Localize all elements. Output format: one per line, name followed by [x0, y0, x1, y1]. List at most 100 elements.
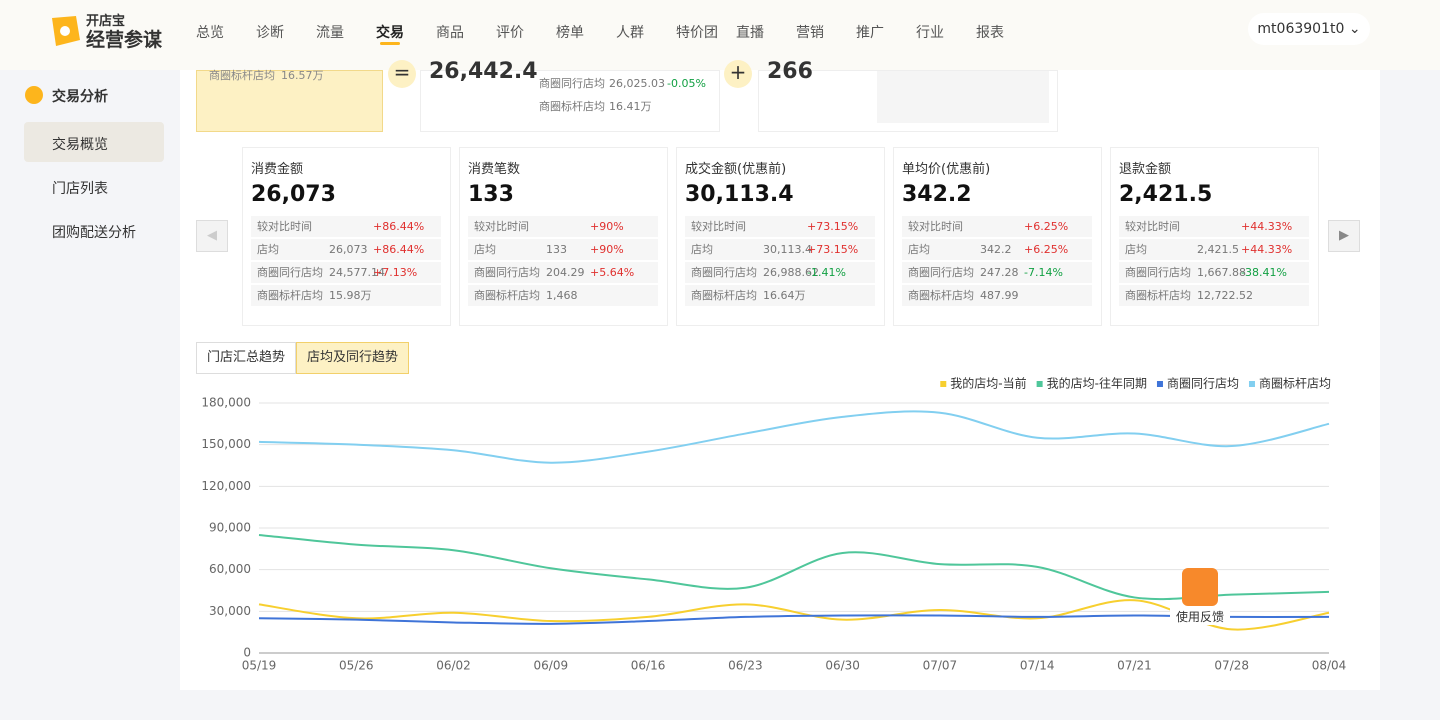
legend-label: 商圈同行店均 [1167, 376, 1239, 391]
metric-row: 店均 30,113.4 +73.15% [685, 239, 875, 260]
row-label: 较对比时间 [1125, 220, 1180, 233]
row-change: +86.44% [373, 220, 425, 233]
series-line [258, 410, 1330, 464]
tab[interactable]: 店均及同行趋势 [296, 342, 410, 374]
metric-row: 较对比时间 +44.33% [1119, 216, 1309, 237]
row-label: 较对比时间 [257, 220, 312, 233]
nav-item[interactable]: 榜单 [556, 25, 584, 41]
nav-item[interactable]: 流量 [316, 25, 344, 41]
user-name: mt063901t0 [1257, 21, 1345, 37]
nav-item[interactable]: 人群 [616, 25, 644, 41]
x-tick-label: 07/21 [1117, 659, 1152, 673]
metric-row: 商圈同行店均 247.28 -7.14% [902, 262, 1092, 283]
nav-active-indicator [380, 42, 400, 45]
sidebar-group[interactable]: 交易分析 [52, 89, 108, 105]
row-change: -7.14% [1024, 266, 1063, 279]
metric-row: 商圈标杆店均 15.98万 [251, 285, 441, 306]
row-change: +73.15% [807, 243, 859, 256]
row-value: 247.28 [980, 266, 1019, 279]
nav-item[interactable]: 诊断 [256, 25, 284, 41]
row-label: 较对比时间 [691, 220, 746, 233]
row-label: 店均 [691, 243, 713, 256]
x-tick-label: 07/14 [1020, 659, 1055, 673]
value: 266 [767, 59, 813, 84]
nav-item[interactable]: 报表 [976, 25, 1004, 41]
row-value: 16.64万 [763, 289, 806, 302]
row-label: 商圈同行店均 [474, 266, 540, 279]
row-label: 商圈同行店均 [691, 266, 757, 279]
sidebar-item[interactable]: 门店列表 [52, 181, 108, 197]
x-tick-label: 06/30 [825, 659, 860, 673]
user-menu[interactable]: mt063901t0 ⌄ [1248, 13, 1370, 45]
row-label: 商圈同行店均 [908, 266, 974, 279]
metric-title: 消费笔数 [468, 162, 521, 177]
next-button[interactable]: ▶ [1328, 220, 1360, 252]
nav-item[interactable]: 特价团 [676, 25, 718, 41]
metric-card: 单均价(优惠前) 342.2 较对比时间 +6.25% 店均 342.2 +6.25% 商圈同… [893, 147, 1102, 326]
nav-item[interactable]: 推广 [856, 25, 884, 41]
metric-row: 较对比时间 +73.15% [685, 216, 875, 237]
metric-row: 商圈同行店均 204.29 +5.64% [468, 262, 658, 283]
x-tick-label: 06/16 [631, 659, 666, 673]
row-label: 较对比时间 [474, 220, 529, 233]
x-tick-label: 08/04 [1312, 659, 1347, 673]
sidebar-item[interactable]: 交易概览 [52, 137, 108, 153]
y-tick-label: 180,000 [201, 396, 251, 410]
tab[interactable]: 门店汇总趋势 [196, 342, 297, 374]
metric-value: 2,421.5 [1119, 182, 1213, 207]
row-label: 较对比时间 [908, 220, 963, 233]
row-change: +6.25% [1024, 243, 1069, 256]
nav: 总览 诊断 流量 交易 商品 评价 榜单 人群 特价团 直播 营销 推广 行业 报表 [196, 22, 1036, 42]
summary-card-a: 商圈标杆店均 16.57万 [196, 69, 383, 132]
nav-item[interactable]: 直播 [736, 25, 764, 41]
row-value: 487.99 [980, 289, 1019, 302]
plus-icon: + [724, 60, 752, 88]
legend-swatch [940, 381, 947, 387]
row-value: 133 [546, 243, 567, 256]
metric-title: 成交金额(优惠前) [685, 162, 787, 177]
x-tick-label: 06/02 [436, 659, 471, 673]
row-value: 1,468 [546, 289, 578, 302]
x-tick-label: 07/07 [923, 659, 958, 673]
series-line [258, 599, 1330, 631]
nav-item[interactable]: 行业 [916, 25, 944, 41]
sidebar-item[interactable]: 团购配送分析 [52, 225, 136, 241]
row-change: +44.33% [1241, 220, 1293, 233]
x-tick-label: 06/09 [534, 659, 569, 673]
row-change: -38.41% [1241, 266, 1287, 279]
feedback-widget[interactable]: 使用反馈 [1170, 566, 1230, 630]
row-value: 204.29 [546, 266, 585, 279]
row-value: 26,025.03 [609, 77, 665, 90]
summary-card-b: 26,442.4 商圈同行店均 26,025.03 -0.05% 商圈标杆店均 16.4… [420, 59, 720, 132]
legend-label: 商圈标杆店均 [1259, 376, 1331, 391]
y-tick-label: 90,000 [209, 521, 251, 535]
y-tick-label: 0 [243, 646, 251, 660]
feedback-label: 使用反馈 [1170, 608, 1230, 625]
logo-icon [52, 16, 80, 46]
metric-row: 商圈标杆店均 1,468 [468, 285, 658, 306]
nav-item[interactable]: 营销 [796, 25, 824, 41]
legend-swatch [1156, 381, 1163, 387]
metric-row: 商圈同行店均 24,577.14 +7.13% [251, 262, 441, 283]
chart: 0 30,000 60,000 90,000 120,000 150,000 180,000… [201, 376, 1347, 673]
metric-value: 30,113.4 [685, 182, 794, 207]
row-value: 24,577.14 [329, 266, 385, 279]
prev-button[interactable]: ◀ [196, 220, 228, 252]
metric-row: 商圈同行店均 26,025.03 -0.05% [533, 73, 709, 94]
row-value: 15.98万 [329, 289, 372, 302]
nav-item[interactable]: 总览 [196, 25, 224, 41]
row-label: 商圈同行店均 [1125, 266, 1191, 279]
row-value: 30,113.4 [763, 243, 812, 256]
metric-row: 商圈同行店均 1,667.88 -38.41% [1119, 262, 1309, 283]
nav-item[interactable]: 交易 [376, 25, 404, 41]
metric-value: 26,073 [251, 182, 336, 207]
nav-item[interactable]: 商品 [436, 25, 464, 41]
y-tick-label: 150,000 [201, 437, 251, 451]
row-change: +5.64% [590, 266, 635, 279]
metric-card: 退款金额 2,421.5 较对比时间 +44.33% 店均 2,421.5 +44.33% 商… [1110, 147, 1319, 326]
value: 16.57万 [281, 69, 324, 82]
nav-item[interactable]: 评价 [496, 25, 524, 41]
value: 26,442.4 [429, 59, 538, 84]
metric-row: 店均 2,421.5 +44.33% [1119, 239, 1309, 260]
